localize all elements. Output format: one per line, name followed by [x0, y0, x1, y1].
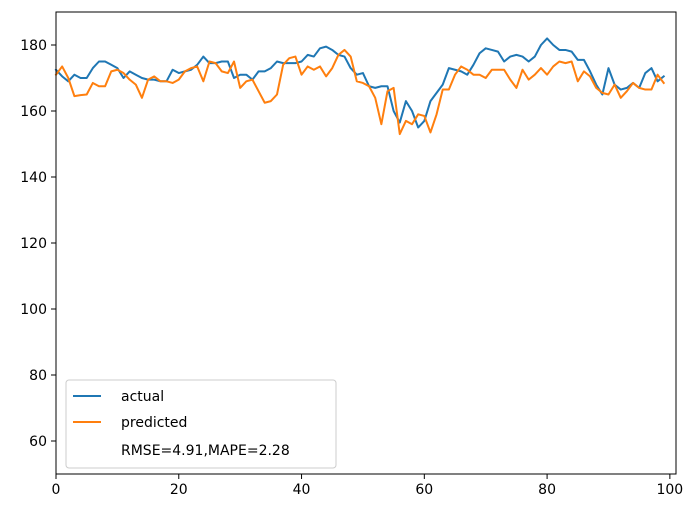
y-tick-label: 100 [20, 302, 47, 318]
x-tick-label: 80 [538, 482, 556, 498]
y-axis: 60 80 100 120 140 160 180 [20, 38, 56, 450]
x-tick-label: 20 [170, 482, 188, 498]
series-line-actual [54, 37, 666, 129]
x-tick-label: 40 [293, 482, 311, 498]
legend-label-actual: actual [121, 389, 164, 405]
legend-annotation-metrics: RMSE=4.91,MAPE=2.28 [121, 443, 290, 459]
legend-box [65, 379, 337, 469]
series-layer [54, 37, 666, 136]
y-tick-label: 120 [20, 236, 47, 252]
y-tick-label: 160 [20, 104, 47, 120]
y-tick-label: 60 [29, 434, 47, 450]
y-tick-label: 80 [29, 368, 47, 384]
series-line-predicted [54, 48, 666, 136]
y-tick-label: 180 [20, 38, 47, 54]
x-tick-label: 100 [656, 482, 683, 498]
legend: actual predicted RMSE=4.91,MAPE=2.28 [65, 379, 337, 469]
y-tick-label: 140 [20, 170, 47, 186]
x-axis: 0 20 40 60 80 100 [52, 474, 683, 498]
legend-label-predicted: predicted [121, 415, 187, 431]
x-tick-label: 0 [52, 482, 61, 498]
x-tick-label: 60 [415, 482, 433, 498]
